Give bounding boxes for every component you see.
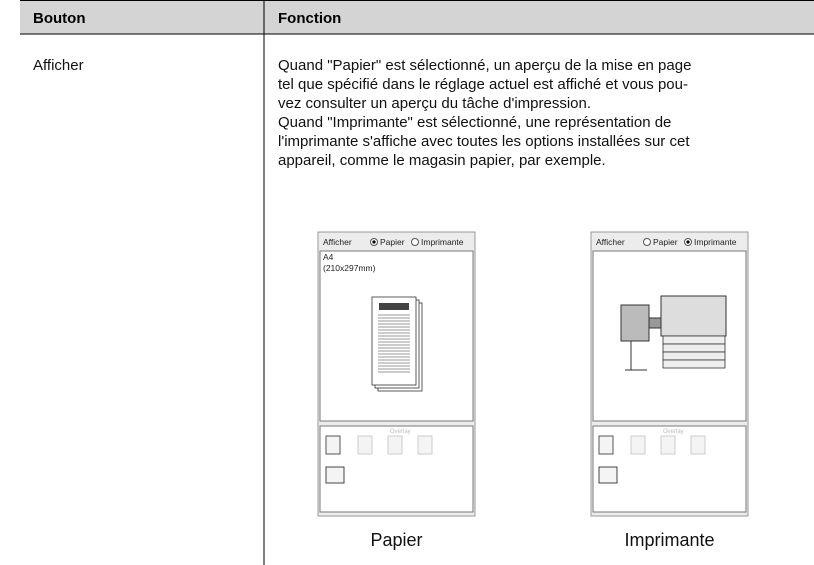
description: Quand "Papier" est sélectionné, un aperç… <box>278 57 691 169</box>
radio-label: Papier <box>380 237 405 247</box>
radio-button <box>411 238 419 246</box>
overlay-label: Overlay <box>390 429 411 435</box>
paper-tray <box>662 343 726 353</box>
option-icon <box>387 435 403 455</box>
printer-body <box>660 295 727 337</box>
option-icon <box>357 435 373 455</box>
paper-tray <box>662 359 726 369</box>
radio-label: Imprimante <box>694 237 737 247</box>
preview-window: Afficher Papier Imprimante Overlay Imprimant… <box>590 231 749 550</box>
radio-label: Imprimante <box>421 237 464 247</box>
option-icon <box>417 435 433 455</box>
overlay-label: Overlay <box>663 429 684 435</box>
description-line: vez consulter un aperçu du tâche d'impre… <box>278 95 591 112</box>
preview-caption: Papier <box>370 530 422 550</box>
description-line: l'imprimante s'affiche avec toutes les o… <box>278 133 690 150</box>
table-header-bg <box>20 0 814 34</box>
option-icon <box>325 466 345 484</box>
option-icon <box>598 466 618 484</box>
page-sheet <box>371 296 417 386</box>
description-line: Quand "Papier" est sélectionné, un aperç… <box>278 57 691 74</box>
preview-window: Afficher Papier Imprimante A4(210x297mm) Ove… <box>317 231 476 550</box>
header-cell: Fonction <box>278 10 341 27</box>
option-icon <box>690 435 706 455</box>
previews: Afficher Papier Imprimante A4(210x297mm) Ove… <box>317 231 749 550</box>
option-icon <box>325 435 341 455</box>
paper-tray <box>662 335 726 345</box>
option-icon <box>630 435 646 455</box>
radio-dot <box>686 240 690 244</box>
preview-caption: Imprimante <box>624 530 714 550</box>
option-icon <box>660 435 676 455</box>
page-heading <box>379 303 409 310</box>
paper-tray <box>662 351 726 361</box>
radio-button <box>643 238 651 246</box>
button-name: Afficher <box>33 57 84 74</box>
view-label: Afficher <box>596 237 625 247</box>
option-icon <box>598 435 614 455</box>
printer-finisher <box>620 304 650 342</box>
description-line: tel que spécifié dans le réglage actuel … <box>278 76 688 93</box>
printer-bridge <box>648 317 662 329</box>
header-cell: Bouton <box>33 10 85 27</box>
description-line: appareil, comme le magasin papier, par e… <box>278 152 606 169</box>
view-label: Afficher <box>323 237 352 247</box>
paper-dims: (210x297mm) <box>323 263 376 273</box>
paper-size: A4 <box>323 252 334 262</box>
radio-dot <box>372 240 376 244</box>
radio-label: Papier <box>653 237 678 247</box>
description-line: Quand "Imprimante" est sélectionné, une … <box>278 114 671 131</box>
